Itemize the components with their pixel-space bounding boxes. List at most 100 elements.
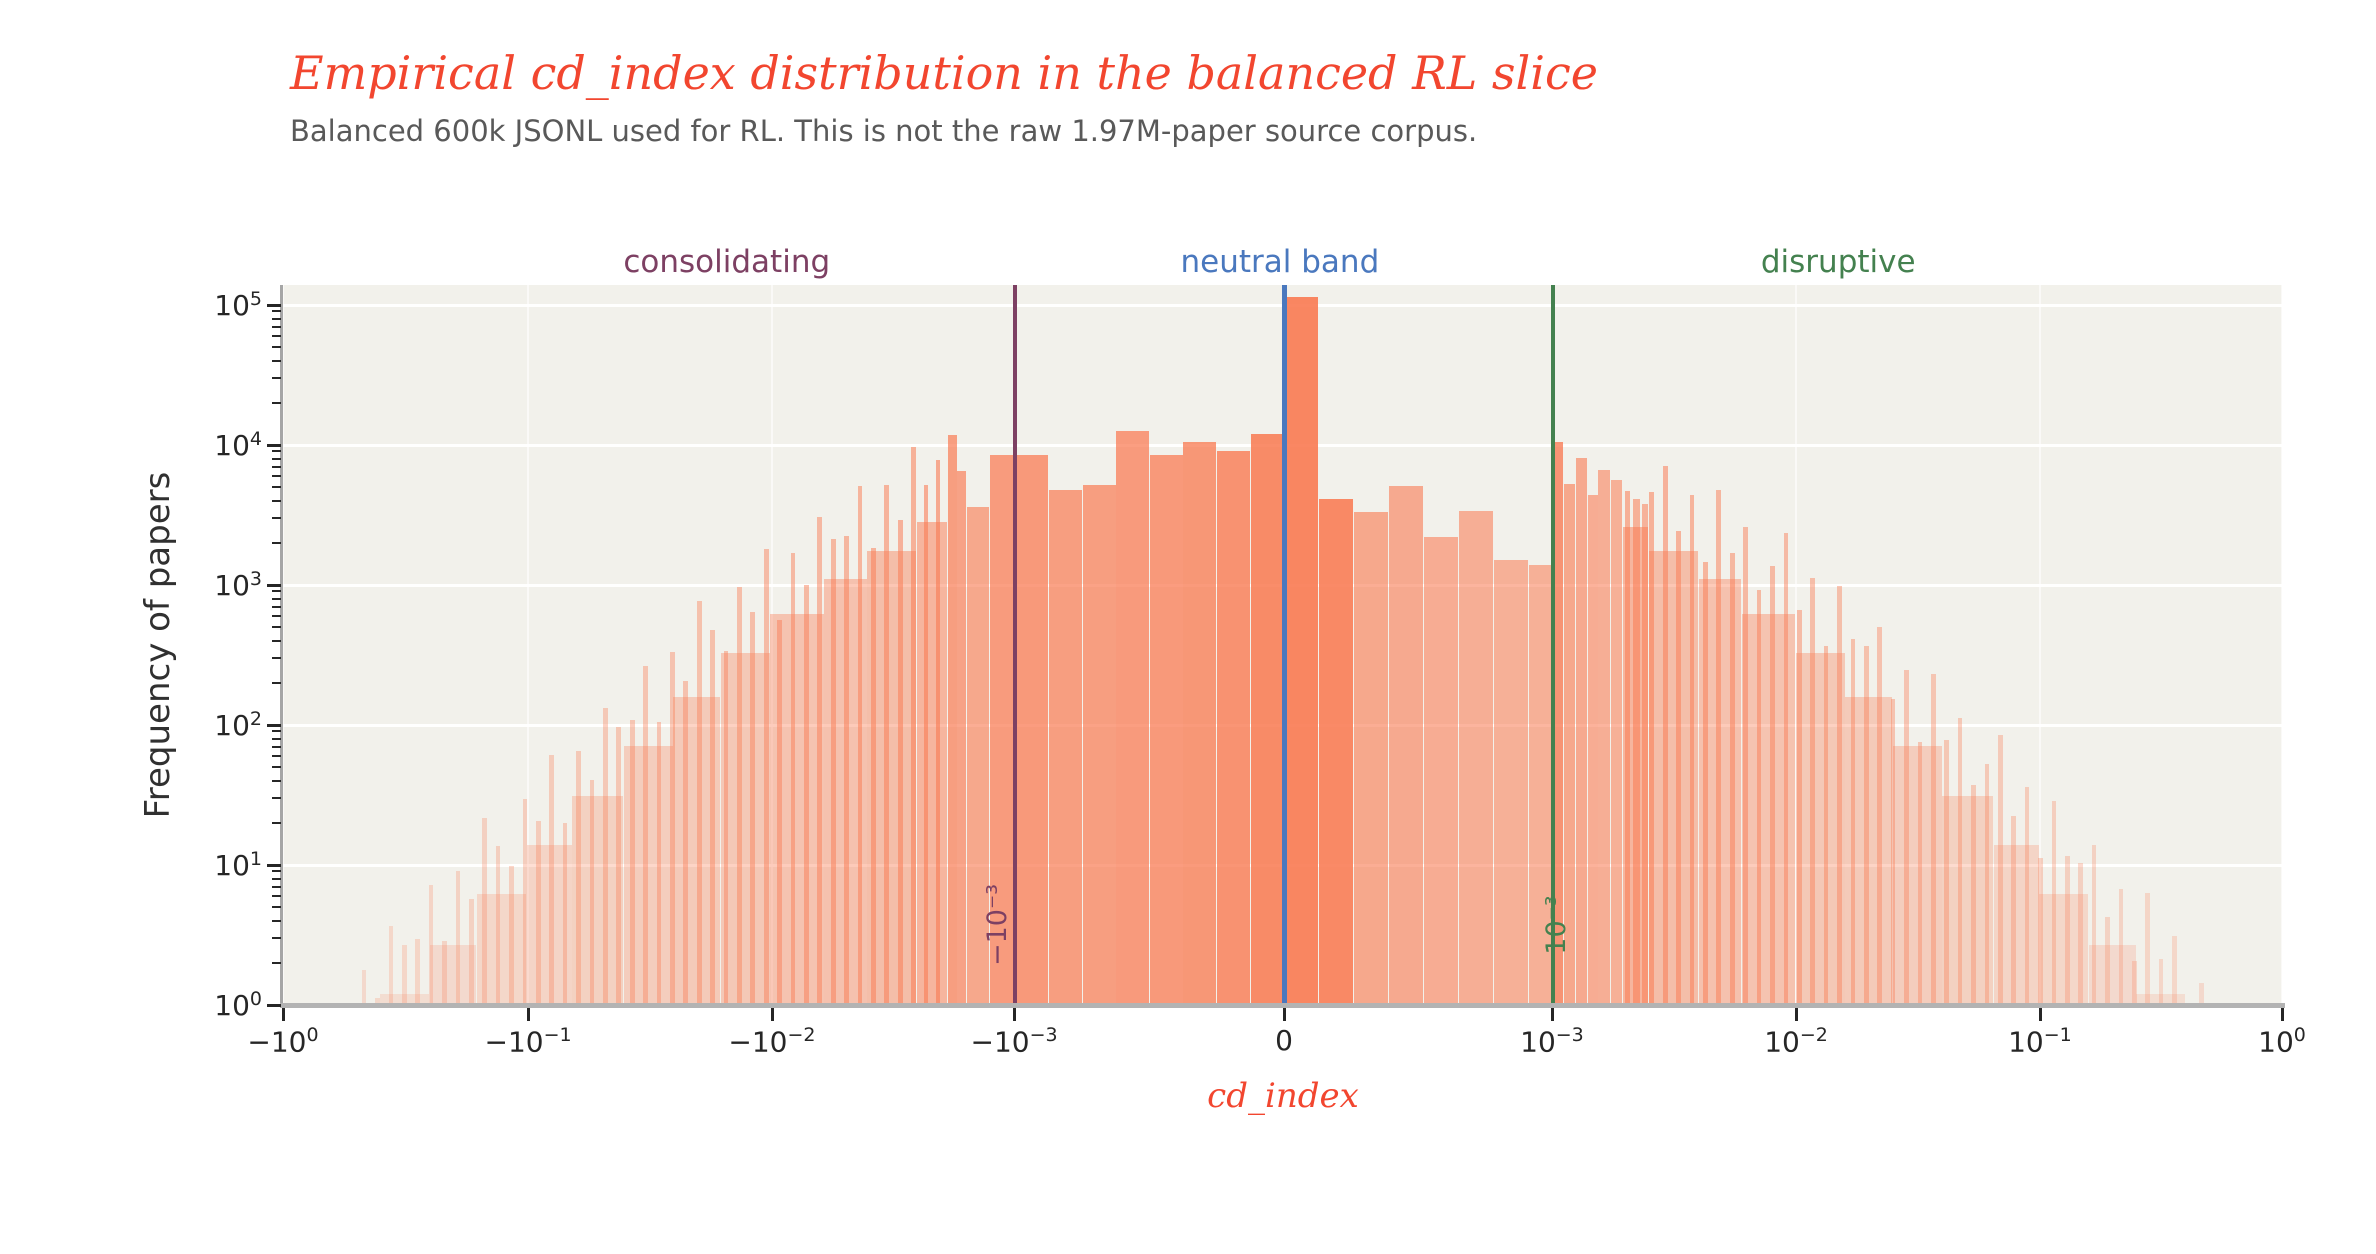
- histogram-bar: [2038, 857, 2043, 1005]
- histogram-bar: [844, 535, 849, 1005]
- histogram-bar: [1743, 526, 1749, 1005]
- histogram-bar: [1553, 442, 1564, 1005]
- y-minor-tick-mark: [272, 797, 281, 800]
- histogram-bar: [2024, 787, 2030, 1005]
- histogram-bar: [2078, 863, 2084, 1005]
- histogram-bar: [1716, 490, 1722, 1005]
- y-minor-tick-mark: [272, 730, 281, 733]
- y-minor-tick-mark: [272, 465, 281, 468]
- y-minor-tick-mark: [272, 377, 281, 380]
- histogram-bar: [1877, 626, 1883, 1005]
- x-tick-label: −10−1: [484, 1024, 572, 1059]
- histogram-bar: [1756, 589, 1762, 1005]
- y-minor-tick-mark: [272, 906, 281, 909]
- y-minor-tick-mark: [272, 885, 281, 888]
- histogram-bar: [1917, 741, 1923, 1005]
- y-minor-tick-mark: [272, 486, 281, 489]
- histogram-bar: [1250, 433, 1284, 1005]
- histogram-bar: [623, 745, 673, 1005]
- histogram-bar: [1423, 537, 1459, 1005]
- x-tick-mark: [282, 1008, 285, 1021]
- histogram-bar: [1598, 470, 1611, 1005]
- histogram-bar: [770, 614, 824, 1005]
- x-axis-label: cd_index: [1207, 1076, 1359, 1116]
- histogram-bar: [2198, 982, 2204, 1005]
- x-tick-mark: [1795, 1008, 1799, 1021]
- histogram-bar: [1892, 745, 1942, 1005]
- histogram-bar: [468, 898, 474, 1005]
- histogram-bar: [375, 997, 380, 1005]
- region-label-consolidating: consolidating: [623, 244, 831, 280]
- plot-area: [282, 285, 2283, 1005]
- histogram-bar: [1458, 510, 1494, 1005]
- x-tick-label: 10−2: [1764, 1024, 1828, 1059]
- histogram-bar: [710, 629, 715, 1005]
- histogram-bar: [967, 507, 989, 1005]
- region-label-disruptive: disruptive: [1760, 244, 1916, 280]
- histogram-bar: [1216, 451, 1250, 1005]
- histogram-bar: [683, 680, 689, 1005]
- histogram-bar: [1284, 296, 1319, 1005]
- histogram-bar: [1319, 499, 1354, 1005]
- y-minor-tick-mark: [272, 657, 281, 660]
- histogram-bar: [1997, 735, 2003, 1005]
- x-tick-mark: [2281, 1008, 2284, 1021]
- histogram-bar: [361, 969, 367, 1005]
- gridline-vertical: [770, 285, 773, 1005]
- y-minor-tick-mark: [272, 615, 281, 618]
- histogram-bar: [1015, 454, 1049, 1005]
- histogram-bar: [1957, 717, 1963, 1005]
- histogram-bar: [777, 620, 782, 1005]
- histogram-bar: [495, 846, 501, 1005]
- histogram-bar: [535, 821, 541, 1005]
- x-tick-label: −10−3: [970, 1024, 1058, 1059]
- histogram-bar: [428, 884, 434, 1005]
- y-minor-tick-mark: [272, 346, 281, 349]
- histogram-bar: [871, 547, 876, 1005]
- histogram-bar: [1082, 484, 1116, 1005]
- histogram-bar: [629, 719, 635, 1005]
- y-minor-tick-mark: [272, 937, 281, 940]
- histogram-bar: [526, 845, 572, 1005]
- region-label-neutral-band: neutral band: [1180, 244, 1380, 280]
- histogram-bar: [673, 696, 720, 1005]
- reference-line-pos-threshold: [1550, 285, 1555, 1005]
- y-minor-tick-mark: [272, 919, 281, 922]
- gridline-vertical: [2038, 285, 2041, 1005]
- histogram-bar: [1389, 485, 1424, 1005]
- histogram-bar: [1703, 561, 1708, 1005]
- histogram-bar: [643, 665, 648, 1005]
- histogram-bar: [549, 755, 555, 1005]
- x-tick-mark: [770, 1008, 774, 1021]
- histogram-bar: [2131, 961, 2137, 1005]
- histogram-bar: [1662, 466, 1668, 1005]
- y-minor-tick-mark: [272, 517, 281, 520]
- y-minor-tick-mark: [272, 475, 281, 478]
- histogram-bar: [2145, 893, 2151, 1005]
- x-tick-mark: [1550, 1008, 1554, 1021]
- y-tick-label: 102: [214, 707, 262, 743]
- histogram-bar: [947, 434, 957, 1005]
- histogram-bar: [589, 779, 595, 1005]
- y-minor-tick-mark: [272, 605, 281, 608]
- histogram-bar: [1795, 653, 1845, 1005]
- x-tick-mark: [527, 1008, 531, 1021]
- y-minor-tick-mark: [272, 457, 281, 460]
- y-minor-tick-mark: [272, 626, 281, 629]
- histogram-bar: [2051, 801, 2057, 1005]
- y-minor-tick-mark: [272, 499, 281, 502]
- histogram-bar: [1587, 494, 1598, 1005]
- x-tick-label: −100: [247, 1024, 319, 1059]
- histogram-bar: [1944, 740, 1950, 1005]
- histogram-bar: [1863, 645, 1869, 1005]
- histogram-bar: [2064, 855, 2070, 1005]
- x-tick-mark: [1283, 1008, 1287, 1021]
- threshold-annotation-positive: 10⁻³: [1540, 895, 1572, 955]
- histogram-bar: [1810, 578, 1816, 1005]
- histogram-bar: [2105, 917, 2110, 1005]
- gridline-vertical: [282, 285, 284, 1005]
- histogram-bar: [1048, 489, 1082, 1005]
- histogram-bar: [1676, 531, 1681, 1005]
- histogram-bar: [696, 600, 702, 1005]
- x-tick-label: 10−1: [2008, 1024, 2072, 1059]
